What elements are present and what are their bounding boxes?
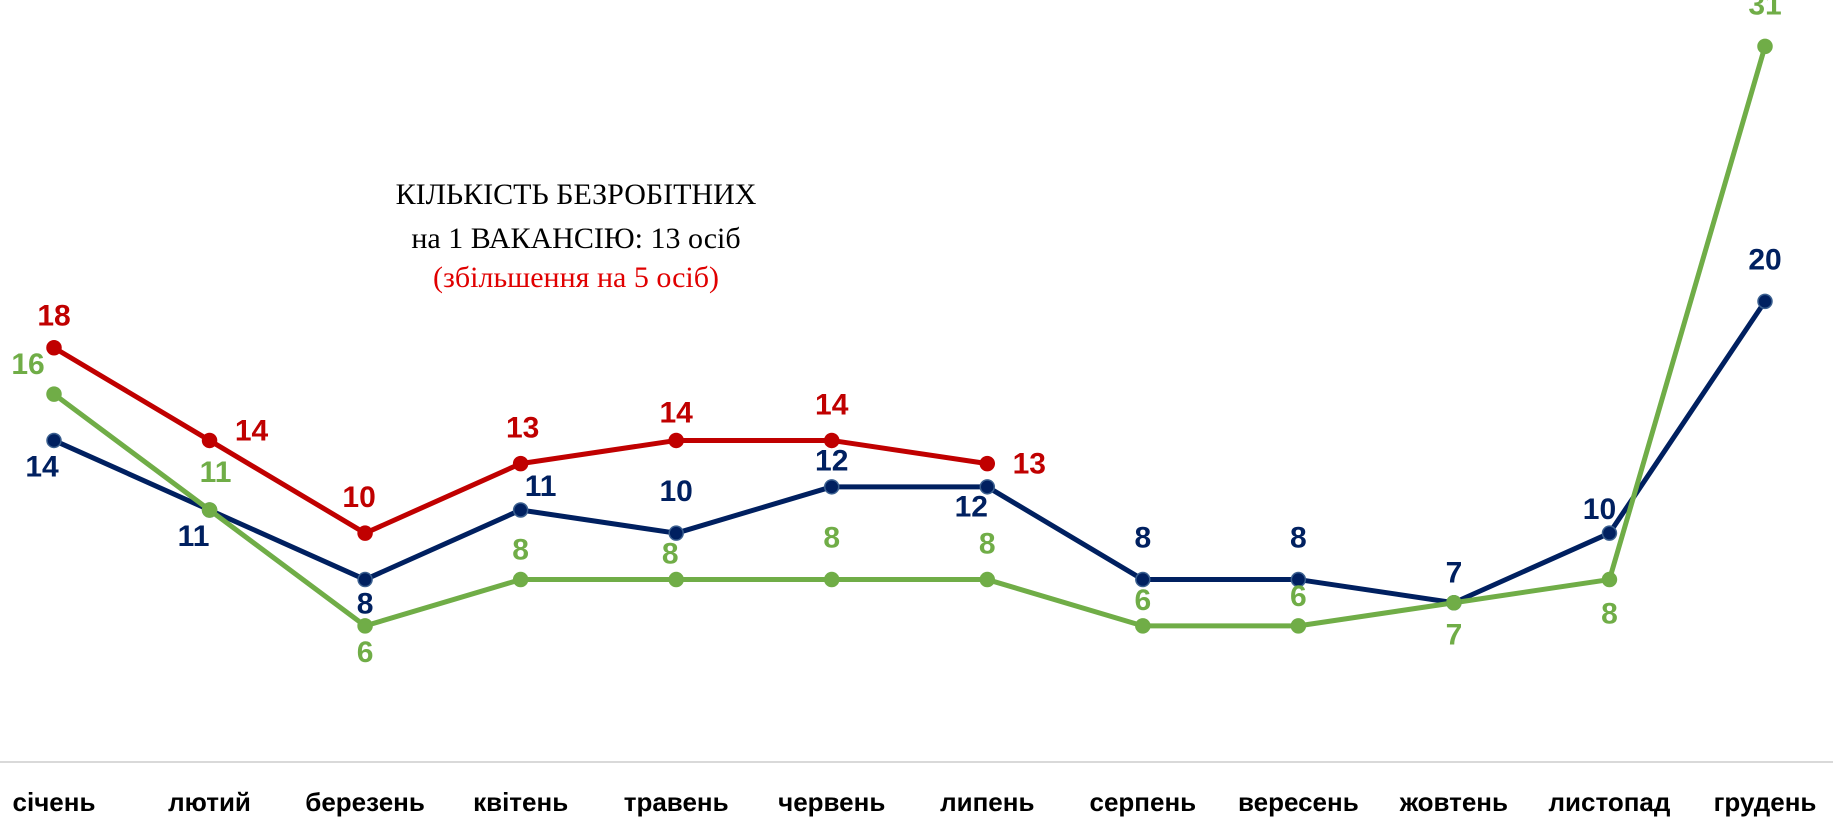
point (823, 432, 840, 449)
x-tick-label: серпень (1089, 787, 1196, 817)
data-label: 7 (1446, 619, 1463, 652)
data-label: 8 (662, 537, 679, 570)
x-tick-label: березень (305, 787, 425, 817)
annotation: (збільшення на 5 осіб) (433, 261, 719, 294)
data-label: 11 (178, 520, 210, 553)
x-tick-label: квітень (473, 787, 568, 817)
point (357, 525, 373, 541)
point (512, 502, 529, 518)
data-label: 14 (25, 450, 59, 483)
data-label: 6 (1290, 580, 1307, 613)
data-label: 6 (357, 636, 374, 669)
point (357, 571, 373, 588)
point (201, 432, 218, 449)
x-tick-label: травень (624, 787, 729, 817)
data-label: 8 (512, 533, 529, 566)
data-label: 8 (1290, 521, 1307, 554)
data-label: 14 (815, 388, 849, 421)
point (823, 479, 840, 495)
data-label: 20 (1748, 243, 1781, 276)
x-tick-label: грудень (1714, 787, 1817, 817)
point (1757, 38, 1773, 55)
data-label: 10 (342, 481, 375, 514)
x-tick-label: листопад (1549, 787, 1671, 817)
x-tick-label: червень (778, 787, 885, 817)
point (668, 571, 684, 588)
data-label: 8 (1134, 521, 1151, 554)
point (668, 525, 684, 541)
point (1601, 525, 1618, 541)
point (357, 618, 373, 634)
annotation: КІЛЬКІСТЬ БЕЗРОБІТНИХ (396, 178, 757, 211)
point (1135, 618, 1151, 634)
data-label: 7 (1446, 557, 1463, 590)
point (823, 571, 840, 588)
point (979, 479, 996, 495)
point (668, 432, 684, 449)
point (1601, 571, 1618, 588)
data-label: 12 (815, 445, 848, 478)
x-tick-label: вересень (1238, 787, 1359, 817)
point (512, 571, 529, 588)
x-tick-label: жовтень (1399, 787, 1508, 817)
point (512, 455, 529, 472)
x-tick-label: липень (940, 787, 1034, 817)
point (1290, 571, 1307, 588)
data-label: 13 (1013, 448, 1046, 481)
point (1446, 594, 1462, 611)
data-label: 12 (955, 491, 988, 524)
data-label: 31 (1748, 0, 1781, 21)
annotation: на 1 ВАКАНСІЮ: 13 осіб (411, 222, 740, 255)
data-label: 8 (979, 527, 996, 560)
x-tick-label: січень (13, 787, 96, 817)
series-line (52, 299, 1768, 606)
point (46, 386, 62, 402)
point (46, 432, 62, 449)
data-label: 8 (823, 521, 840, 554)
data-label: 10 (659, 475, 692, 508)
point (46, 339, 62, 356)
point (979, 455, 996, 472)
point (201, 502, 218, 518)
data-label: 16 (11, 348, 44, 381)
data-label: 10 (1583, 493, 1616, 526)
data-label: 8 (357, 587, 374, 620)
point (1290, 618, 1307, 634)
data-label: 11 (525, 470, 557, 503)
series-line (52, 45, 1768, 629)
data-label: 8 (1601, 597, 1618, 630)
point (1135, 571, 1151, 588)
data-label: 18 (37, 300, 70, 333)
x-tick-label: лютий (168, 787, 251, 817)
data-label: 14 (659, 396, 693, 429)
data-label: 13 (506, 412, 539, 445)
point (979, 571, 996, 588)
data-label: 6 (1134, 584, 1151, 617)
data-label: 14 (235, 414, 269, 447)
point (1757, 293, 1773, 310)
data-label: 11 (200, 456, 232, 489)
